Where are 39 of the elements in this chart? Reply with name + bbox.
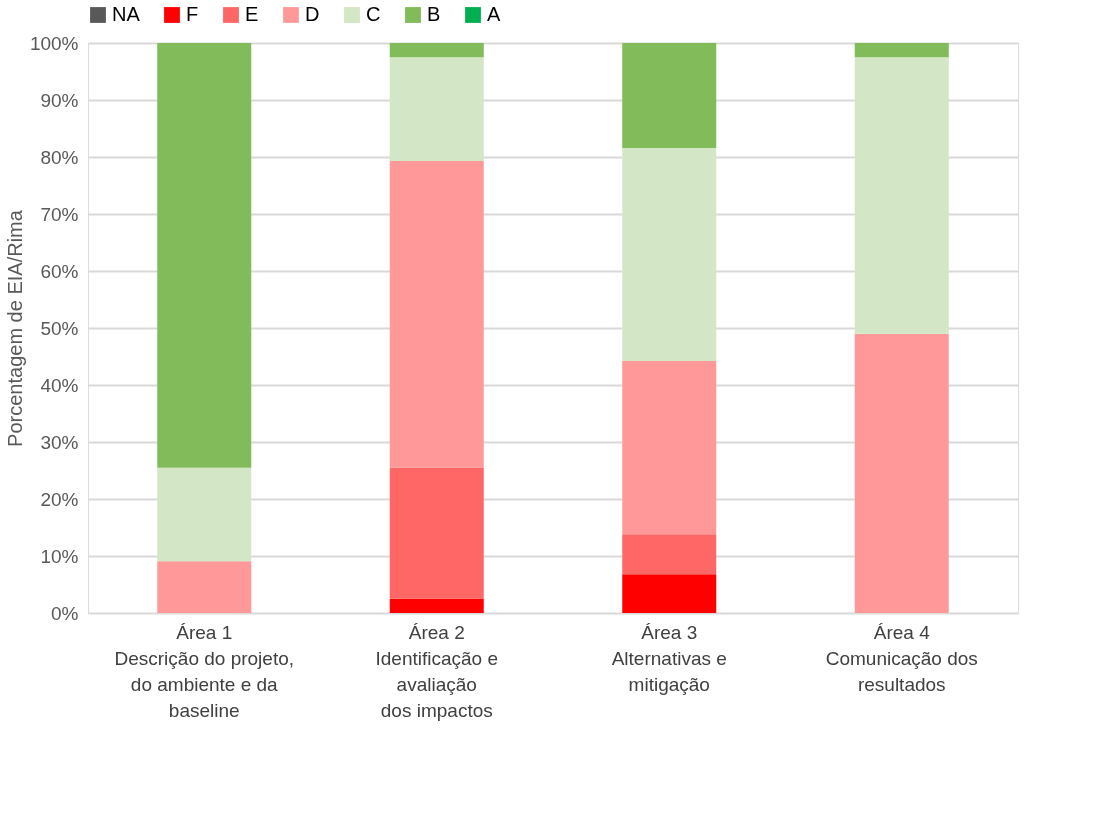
y-tick-label: 50% (40, 317, 79, 339)
bar (157, 561, 252, 613)
x-tick-label: Área 3 Alternativas e mitigação (611, 621, 727, 695)
bar (854, 333, 949, 613)
bar (622, 147, 717, 362)
bar (854, 57, 949, 334)
bar (157, 467, 252, 562)
y-tick-label: 10% (40, 545, 79, 567)
bar (389, 160, 484, 468)
bar (157, 43, 252, 468)
y-axis-title: Porcentagem de EIA/Rima (3, 209, 26, 447)
legend-label: D (305, 3, 320, 25)
y-tick-label: 70% (40, 203, 79, 225)
bar (389, 467, 484, 599)
bar (622, 574, 717, 613)
bar (389, 57, 484, 161)
legend-label: F (186, 3, 199, 25)
y-tick-label: 80% (40, 146, 79, 168)
x-tick-label: Área 4 Comunicação dos resultados (825, 621, 978, 695)
bar (622, 361, 717, 535)
y-tick-label: 90% (40, 89, 79, 111)
bar (389, 43, 484, 58)
legend-label: NA (112, 3, 141, 25)
y-tick-label: 60% (40, 260, 79, 282)
legend-label: A (487, 3, 501, 25)
x-tick-label: Área 2 Identificação e avaliação dos impactos (375, 621, 499, 721)
y-tick-label: 100% (29, 32, 79, 54)
legend-label: C (366, 3, 381, 25)
bar (622, 534, 717, 575)
y-tick-label: 0% (51, 602, 79, 624)
x-tick-label: Área 1 Descrição do projeto, do ambiente e da baseline (114, 621, 295, 721)
legend-label: E (245, 3, 259, 25)
bar (854, 43, 949, 58)
legend-label: B (427, 3, 441, 25)
bar (389, 598, 484, 613)
y-tick-label: 20% (40, 488, 79, 510)
y-tick-label: 30% (40, 431, 79, 453)
bar (622, 43, 717, 148)
y-tick-label: 40% (40, 374, 79, 396)
